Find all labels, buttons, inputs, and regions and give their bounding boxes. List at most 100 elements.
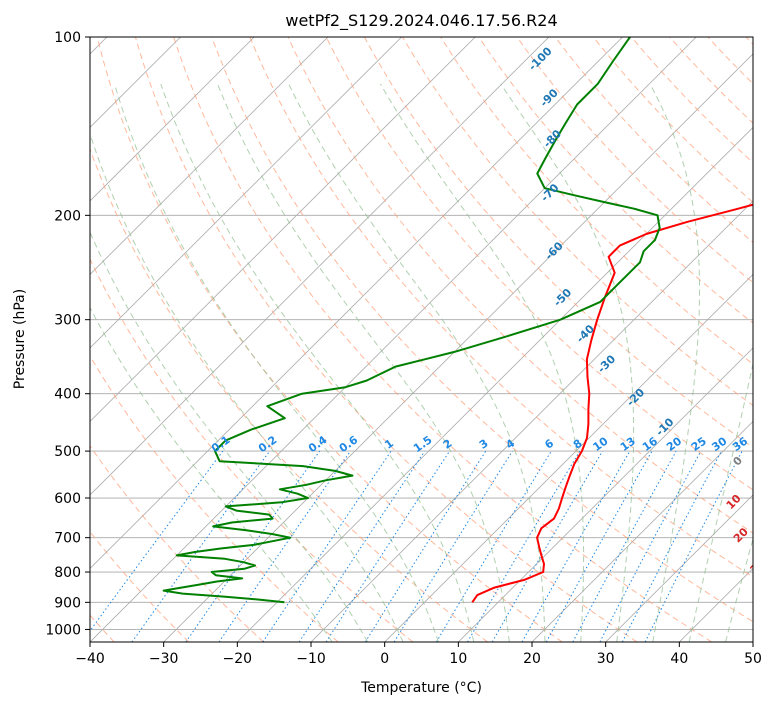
dry-adiabat-line (478, 37, 753, 324)
dry-adiabat-label: -20 (624, 386, 647, 409)
mixing-ratio-line (545, 450, 653, 642)
dry-adiabat-line (440, 37, 753, 365)
moist-adiabat-line (90, 231, 369, 642)
moist-adiabat-label: 20 (731, 525, 751, 545)
y-tick-label: 200 (54, 208, 81, 224)
x-axis-title: Temperature (°C) (360, 680, 482, 696)
moist-adiabat-line (160, 83, 475, 642)
mixing-ratio-line (521, 450, 631, 642)
y-tick-label: 300 (54, 313, 81, 329)
dry-adiabat-label: -60 (543, 239, 566, 262)
dry-adiabat-line (134, 37, 638, 642)
mixing-ratio-line (298, 450, 426, 642)
x-tick-label: −10 (296, 651, 326, 667)
isotherm-line (237, 126, 753, 642)
isotherm-line (90, 37, 697, 642)
moist-adiabat-label: 10 (724, 492, 744, 512)
mixing-ratio-line (325, 450, 451, 642)
dry-adiabat-line (631, 37, 753, 164)
mixing-ratio-label: 6 (542, 437, 556, 452)
y-tick-label: 1000 (45, 622, 81, 638)
x-tick-label: −30 (149, 651, 179, 667)
y-tick-label: 800 (54, 565, 81, 581)
dry-adiabat-line (287, 37, 753, 534)
isotherm-line (90, 37, 329, 275)
dewpoint-profile-line (162, 37, 661, 604)
mixing-ratio-line (90, 450, 224, 632)
dry-adiabat-line (173, 37, 712, 642)
mixing-ratio-label: 1.5 (411, 433, 434, 455)
moist-adiabat-line (379, 83, 585, 642)
moist-adiabat-line (500, 83, 635, 642)
x-tick-label: 40 (670, 651, 688, 667)
temperature-profile-line (471, 203, 753, 603)
y-tick-label: 600 (54, 491, 81, 507)
moist-adiabat-label: 30 (748, 556, 768, 576)
moist-adiabat-line (90, 306, 333, 642)
y-tick-label: 900 (54, 595, 81, 611)
dry-adiabat-line (707, 37, 753, 85)
profile-series (162, 37, 753, 604)
y-tick-label: 500 (54, 444, 81, 460)
mixing-ratio-line (572, 450, 677, 642)
mixing-ratio-label: 0.1 (209, 433, 232, 455)
isotherm-line (458, 347, 753, 642)
moist-adiabat-line (649, 83, 700, 642)
x-tick-label: 20 (523, 651, 541, 667)
dry-adiabat-line (90, 355, 339, 642)
mixing-ratio-label: 0.6 (337, 433, 361, 455)
mixing-ratio-line (599, 450, 702, 642)
moist-adiabat-lines (90, 83, 753, 642)
isotherm-line (605, 494, 753, 642)
x-axis-ticks: −40 −30 −20 −10 0 10 20 30 40 50 (75, 642, 762, 667)
dry-adiabat-line (745, 37, 753, 46)
dry-adiabat-line (325, 37, 753, 491)
isotherm-line (531, 420, 753, 642)
mixing-ratio-lines (90, 450, 743, 642)
moist-adiabat-line (288, 83, 546, 642)
mixing-ratio-line (131, 450, 271, 642)
isotherm-line (90, 37, 623, 570)
dry-adiabat-line (90, 147, 488, 642)
dry-adiabat-label: -40 (574, 322, 597, 345)
moist-adiabat-line (217, 83, 510, 642)
plot-frame (89, 36, 754, 643)
mixing-ratio-label: 2 (441, 437, 455, 452)
moist-adiabat-line (114, 83, 439, 642)
mixing-ratio-label: 3 (477, 437, 491, 452)
x-tick-label: 30 (597, 651, 615, 667)
mixing-ratio-line (393, 450, 513, 642)
dry-adiabat-label: -10 (653, 415, 676, 438)
dry-adiabat-line (363, 37, 753, 448)
isobar-gridlines (90, 37, 753, 630)
y-tick-label: 100 (54, 30, 81, 46)
isotherm-line (679, 567, 753, 642)
isotherm-line (163, 53, 753, 642)
dry-adiabat-label: -50 (551, 286, 574, 309)
dry-adiabat-line (90, 530, 190, 642)
mixing-ratio-line (467, 450, 581, 642)
y-axis-ticks: 100 200 300 400 500 600 700 800 900 1000 (45, 30, 90, 638)
plot-area: 0.1 0.2 0.4 0.6 1 1.5 2 3 4 6 8 10 13 16 20 25 30 36-100-… (90, 37, 775, 642)
mixing-ratio-line (491, 450, 603, 642)
isotherm-line (90, 37, 476, 423)
dry-adiabat-line (96, 37, 563, 642)
x-tick-label: 10 (449, 651, 467, 667)
mixing-ratio-line (364, 450, 487, 642)
y-axis-title: Pressure (hPa) (12, 289, 28, 389)
chart-title: wetPf2_S129.2024.046.17.56.R24 (285, 11, 557, 31)
x-tick-label: 0 (380, 651, 389, 667)
x-tick-label: −40 (75, 651, 105, 667)
dry-adiabat-line (90, 444, 264, 642)
dry-adiabat-line (402, 37, 753, 406)
x-tick-label: 50 (744, 651, 762, 667)
isotherm-line (90, 37, 255, 202)
mixing-ratio-label: 0.4 (306, 433, 330, 455)
isotherm-line (310, 200, 753, 642)
moist-adiabat-label: 40 (757, 587, 775, 607)
mixing-ratio-line (435, 450, 552, 642)
dry-adiabat-line (90, 258, 414, 642)
isotherm-line (384, 273, 753, 642)
mixing-ratio-line (185, 450, 321, 642)
